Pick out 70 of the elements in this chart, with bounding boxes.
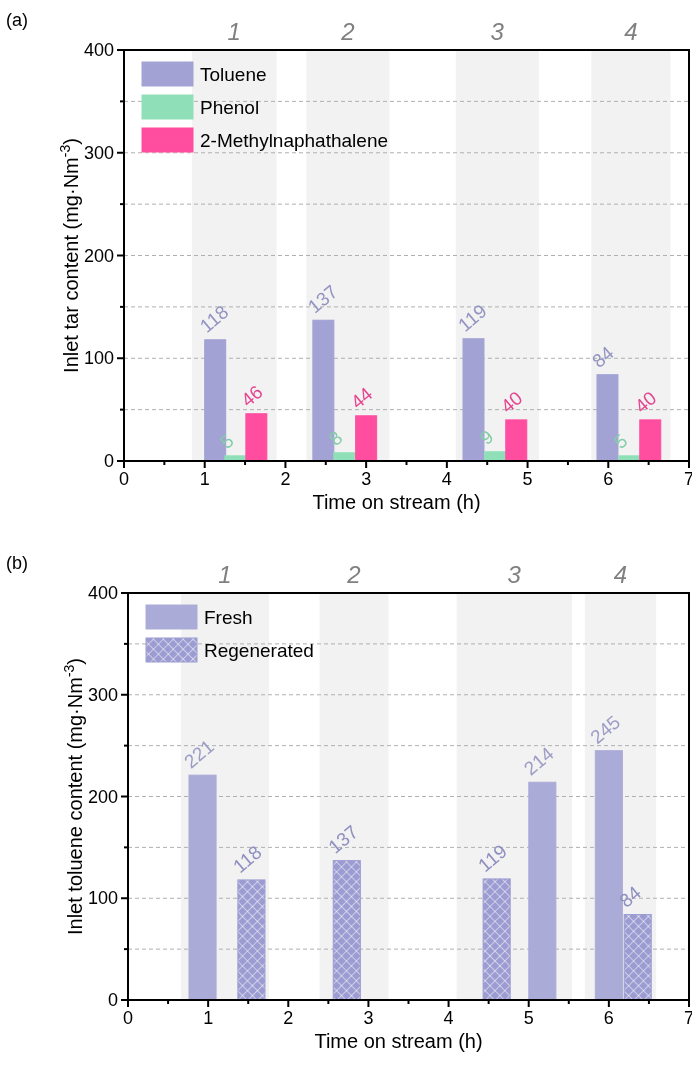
- data-label: 137: [324, 821, 363, 858]
- data-label: 245: [586, 711, 625, 748]
- x-tick-label: 3: [363, 1008, 374, 1028]
- x-tick-label: 6: [603, 1008, 614, 1028]
- data-label: 46: [236, 381, 267, 411]
- data-label: 119: [454, 300, 491, 336]
- data-label: 119: [474, 840, 511, 876]
- bar: [188, 774, 217, 1000]
- data-label: 118: [195, 301, 233, 337]
- band-label: 2: [340, 18, 355, 45]
- y-tick-label: 100: [87, 888, 118, 909]
- bar: [333, 452, 356, 461]
- x-tick-label: 1: [203, 1008, 214, 1028]
- bar: [639, 419, 662, 461]
- y-tick-label: 100: [83, 348, 114, 369]
- legend-label: Toluene: [200, 64, 267, 85]
- data-label: 44: [346, 382, 377, 413]
- data-label: 8: [324, 426, 347, 450]
- data-label: 84: [588, 341, 619, 372]
- text: (b): [6, 553, 28, 573]
- x-tick-label: 3: [361, 469, 372, 489]
- x-tick-label: 4: [441, 469, 452, 489]
- y-tick-label: 400: [87, 583, 118, 603]
- data-label: 221: [180, 735, 218, 773]
- band-label: 1: [218, 561, 232, 588]
- x-axis-title: Time on stream (h): [314, 1030, 483, 1052]
- x-tick-label: 6: [603, 469, 614, 489]
- y-tick-label: 200: [83, 245, 114, 266]
- data-label: 5: [609, 430, 632, 453]
- y-tick-label: 400: [83, 40, 114, 60]
- band-label: 1: [227, 18, 241, 45]
- y-tick-label: 0: [107, 990, 118, 1010]
- data-label: 84: [615, 881, 646, 912]
- data-label: 5: [215, 430, 238, 453]
- bar: [528, 781, 557, 1000]
- band-label: 4: [624, 18, 638, 45]
- legend-label: Phenol: [200, 97, 260, 118]
- x-tick-label: 4: [443, 1008, 454, 1028]
- y-tick-label: 200: [87, 786, 118, 807]
- y-tick-label: 300: [87, 684, 118, 705]
- data-label: 40: [630, 387, 661, 417]
- data-label: 118: [228, 841, 266, 877]
- y-tick-label: 0: [103, 451, 114, 471]
- x-tick-label: 1: [199, 469, 210, 489]
- x-axis-title: Time on stream (h): [312, 491, 481, 513]
- x-tick-label: 2: [283, 1008, 294, 1028]
- x-tick-label: 5: [523, 1008, 534, 1028]
- x-tick-label: 0: [122, 1008, 134, 1028]
- legend-label: Fresh: [204, 607, 253, 628]
- data-label: 9: [475, 425, 498, 449]
- legend-label: 2-Methylnaphathalene: [200, 130, 389, 151]
- bar: [237, 879, 266, 1000]
- bar: [482, 878, 511, 1000]
- bar: [245, 413, 268, 461]
- legend-label: Regenerated: [204, 640, 314, 661]
- text: (a): [6, 10, 28, 30]
- x-tick-label: 2: [280, 469, 291, 489]
- data-label: 137: [303, 280, 342, 318]
- y-tick-label: 300: [83, 142, 114, 163]
- bar: [505, 419, 528, 461]
- bar: [355, 415, 378, 461]
- data-label: 40: [496, 387, 527, 417]
- data-label: 214: [519, 742, 558, 780]
- bar: [623, 914, 652, 1000]
- bar: [332, 860, 361, 1000]
- x-tick-label: 5: [522, 469, 533, 489]
- band-label: 2: [346, 561, 361, 588]
- band-label: 4: [613, 561, 628, 588]
- band-label: 3: [490, 18, 505, 45]
- band-label: 3: [507, 561, 522, 588]
